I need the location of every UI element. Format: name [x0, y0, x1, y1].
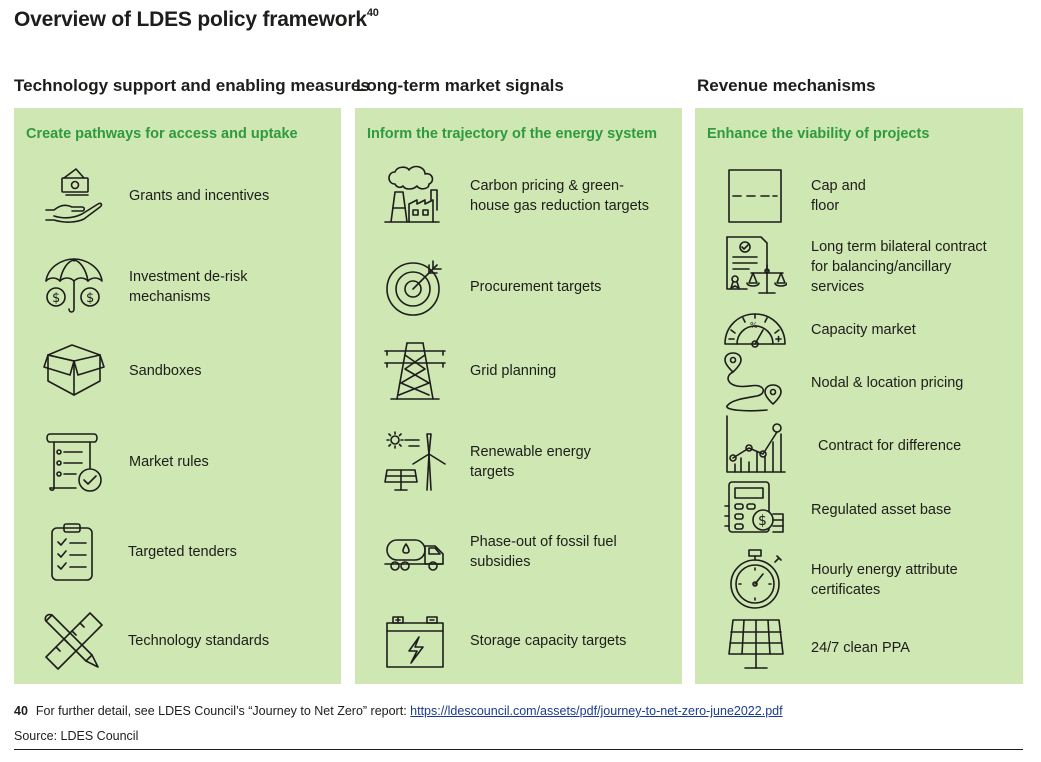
- clipboard-checklist-icon: [42, 520, 106, 584]
- item-label: 24/7 clean PPA: [811, 640, 910, 656]
- contract-scales-icon: [723, 235, 787, 299]
- target-arrow-icon: [383, 255, 447, 319]
- item-label: Cap and floor: [811, 178, 866, 214]
- item-label: Grants and incentives: [129, 188, 270, 204]
- panel-subheading: Create pathways for access and uptake: [26, 126, 298, 142]
- column-heading-technology-support: Technology support and enabling measures: [14, 76, 370, 95]
- item-label: Nodal & location pricing: [811, 375, 964, 391]
- svg-text:$: $: [86, 291, 94, 306]
- item-label: Capacity market: [811, 322, 916, 338]
- item-label: Investment de-risk mechanisms: [129, 269, 248, 305]
- footnote-number: 40: [14, 704, 28, 718]
- stopwatch-icon: [723, 548, 787, 612]
- title-footnote-ref: 40: [366, 7, 379, 19]
- item-label: Technology standards: [128, 633, 270, 649]
- page-title: Overview of LDES policy framework40: [14, 7, 379, 31]
- panel-subheading: Enhance the viability of projects: [707, 126, 930, 142]
- item-label: Regulated asset base: [811, 502, 952, 518]
- gauge-icon: %: [723, 298, 787, 362]
- item-label: Sandboxes: [129, 363, 202, 379]
- footnote-text: For further detail, see LDES Council’s “…: [35, 704, 411, 718]
- column-heading-revenue-mechanisms: Revenue mechanisms: [697, 76, 876, 95]
- panel-technology-support: Create pathways for access and uptake Gr…: [14, 108, 341, 684]
- checklist-scroll-icon: [42, 430, 106, 494]
- item-label: Contract for difference: [818, 438, 962, 454]
- item-label: Market rules: [129, 454, 209, 470]
- factory-smoke-icon: [383, 164, 447, 228]
- svg-text:%: %: [750, 321, 758, 330]
- item-label: Procurement targets: [470, 279, 602, 295]
- footnote-link[interactable]: https://ldescouncil.com/assets/pdf/journ…: [410, 704, 783, 718]
- calculator-coins-icon: $: [723, 478, 787, 542]
- item-label: Long term bilateral contract for balanci…: [811, 239, 987, 295]
- solar-panel-icon: [723, 616, 787, 680]
- cap-floor-box-icon: [723, 164, 787, 228]
- source-note: Source: LDES Council: [14, 729, 139, 743]
- ruler-pencil-icon: [42, 609, 106, 673]
- bottom-divider: [14, 749, 1023, 750]
- power-pylon-icon: [383, 339, 447, 403]
- fuel-truck-icon: [383, 520, 447, 584]
- bar-chart-trend-icon: [723, 414, 787, 478]
- item-label: Hourly energy attribute certificates: [811, 562, 958, 598]
- item-label: Storage capacity targets: [470, 633, 627, 649]
- item-label: Carbon pricing & green- house gas reduct…: [470, 178, 649, 214]
- item-label: Phase-out of fossil fuel subsidies: [470, 534, 617, 570]
- battery-icon: [383, 609, 447, 673]
- footnote: 40 For further detail, see LDES Council’s…: [14, 704, 783, 718]
- panel-revenue-mechanisms: Enhance the viability of projects Cap an…: [695, 108, 1023, 684]
- svg-text:$: $: [52, 291, 60, 306]
- item-label: Grid planning: [470, 363, 557, 379]
- column-heading-market-signals: Long-term market signals: [356, 76, 564, 95]
- svg-text:$: $: [758, 513, 767, 529]
- panel-market-signals: Inform the trajectory of the energy syst…: [355, 108, 682, 684]
- item-label: Targeted tenders: [128, 544, 237, 560]
- item-label: Renewable energy targets: [470, 444, 591, 480]
- wind-solar-icon: [383, 430, 447, 494]
- route-pins-icon: [723, 351, 787, 415]
- umbrella-coins-icon: $ $: [42, 255, 106, 319]
- panel-subheading: Inform the trajectory of the energy syst…: [367, 126, 658, 142]
- money-hand-icon: [42, 164, 106, 228]
- open-box-icon: [42, 339, 106, 403]
